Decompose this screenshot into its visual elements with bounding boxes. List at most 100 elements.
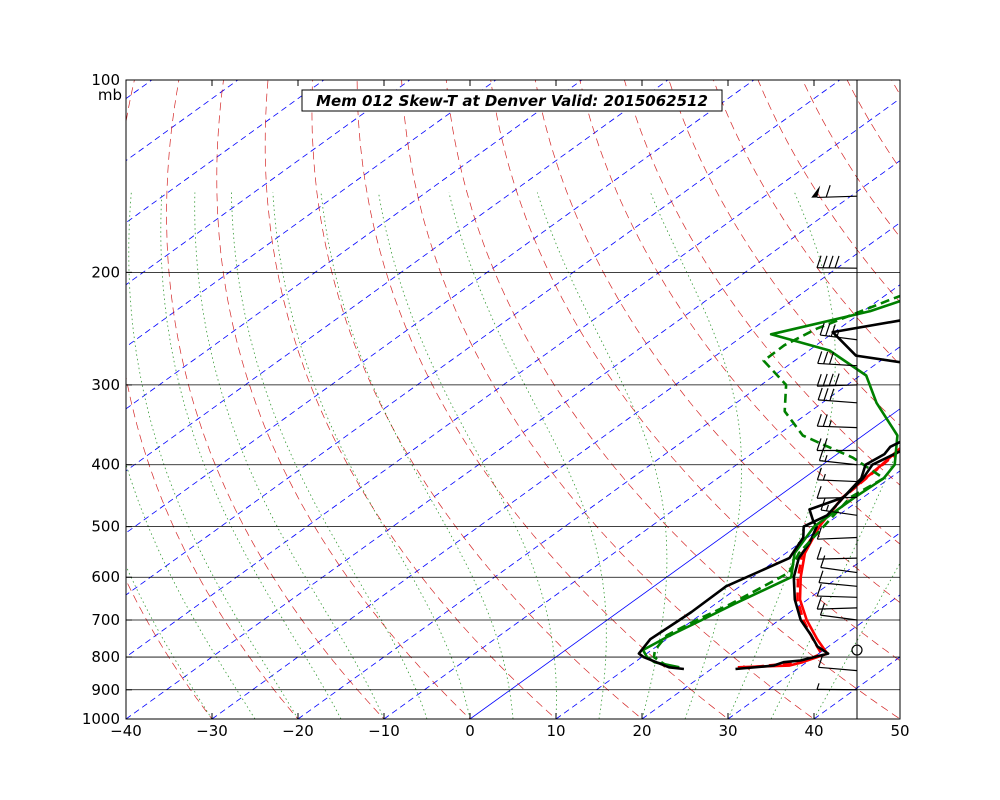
barb-full — [822, 255, 828, 268]
barb-full — [816, 546, 822, 560]
isotherm — [126, 80, 583, 410]
isotherm — [126, 160, 900, 719]
barb-shaft — [818, 582, 858, 587]
dry-adiabat — [264, 80, 557, 719]
x-tick-label: 20 — [632, 722, 651, 740]
barb-flag — [811, 185, 821, 198]
moist-adiabat — [770, 443, 900, 719]
barb-half — [828, 420, 832, 427]
dry-adiabat — [579, 80, 900, 545]
dry-adiabat — [534, 80, 900, 604]
wind-barb — [820, 497, 858, 516]
isotherm — [727, 594, 900, 719]
x-tick-label: 50 — [890, 722, 909, 740]
barb-full — [816, 486, 822, 499]
barb-full — [817, 351, 823, 364]
barb-full — [819, 322, 825, 336]
x-tick-label: 0 — [465, 722, 475, 740]
isotherm — [126, 80, 411, 286]
x-axis: −40 −30 −20 −10 0 10 20 30 40 50 — [110, 80, 910, 740]
dry-adiabat — [166, 80, 385, 719]
barb-shaft — [817, 536, 858, 540]
barb-full — [825, 323, 831, 336]
dry-adiabat — [216, 80, 471, 719]
barb-full — [830, 324, 836, 337]
wind-barb — [818, 448, 858, 466]
isotherm — [126, 98, 900, 658]
moist-adiabat — [536, 192, 668, 719]
barb-full — [817, 655, 824, 668]
moist-adiabat — [126, 462, 256, 719]
barb-full — [817, 387, 823, 401]
chart-title: Mem 012 Skew-T at Denver Valid: 20150625… — [316, 92, 708, 110]
isotherm — [126, 80, 841, 596]
moist-adiabat — [320, 192, 514, 719]
wind-barb — [816, 683, 858, 691]
barb-shaft — [818, 399, 858, 404]
barb-half — [824, 455, 828, 462]
barb-shaft — [818, 666, 858, 672]
barb-full — [820, 497, 826, 511]
title-box — [301, 89, 723, 112]
wind-barb — [819, 602, 858, 621]
x-tick-label: −20 — [282, 722, 314, 740]
y-tick-label: 200 — [91, 263, 120, 281]
barb-full — [828, 373, 834, 386]
plot-frame — [125, 79, 901, 720]
barb-half — [836, 331, 840, 338]
isotherm — [126, 80, 325, 224]
wind-barb — [811, 184, 858, 199]
dry-adiabat — [126, 579, 213, 719]
barb-shaft — [820, 334, 858, 341]
y-axis: 100 200 300 400 500 600 700 800 900 1000 — [82, 71, 132, 728]
barb-full — [816, 527, 822, 540]
profile-line-0 — [737, 446, 900, 669]
wind-barb — [816, 255, 858, 269]
wind-barb — [820, 555, 858, 574]
y-tick-label: 300 — [91, 376, 120, 394]
x-tick-label: −10 — [368, 722, 400, 740]
wind-barb — [816, 438, 857, 452]
moist-adiabat — [272, 192, 471, 719]
dry-adiabat — [445, 80, 900, 719]
barb-full — [819, 602, 826, 616]
isotherm — [555, 470, 900, 719]
isotherm — [297, 284, 900, 719]
barb-shaft — [819, 460, 858, 466]
wind-barbs — [811, 184, 863, 691]
wind-barb — [819, 322, 858, 341]
barb-full — [816, 255, 822, 268]
barb-full — [822, 414, 828, 427]
barb-half — [816, 683, 820, 690]
profiles — [637, 294, 900, 671]
dry-adiabat — [311, 80, 643, 719]
barb-full — [816, 467, 822, 481]
y-tick-label: 500 — [91, 518, 120, 536]
x-tick-label: −30 — [196, 722, 228, 740]
isotherm — [211, 222, 900, 719]
barb-half — [822, 473, 826, 481]
profile-line-3 — [641, 299, 900, 669]
y-tick-label: 700 — [91, 611, 120, 629]
barb-full — [823, 351, 829, 364]
isotherm — [126, 80, 669, 472]
barb-full — [816, 583, 822, 597]
barb-full — [818, 570, 824, 583]
dry-adiabat — [401, 80, 815, 719]
isotherm — [383, 346, 900, 719]
wind-barb — [816, 583, 858, 598]
wind-barb — [816, 467, 858, 483]
y-tick-label: 100 — [91, 71, 120, 89]
moist-adiabat — [128, 192, 299, 719]
barb-full — [816, 414, 822, 427]
barb-full — [825, 184, 831, 198]
y-tick-label: 800 — [91, 648, 120, 666]
wind-barb — [816, 414, 858, 429]
barb-shaft — [820, 614, 858, 621]
barb-shaft — [817, 479, 858, 483]
barb-full — [822, 373, 828, 387]
barb-shaft — [817, 607, 858, 610]
barb-full — [828, 255, 834, 269]
barb-full — [829, 388, 835, 401]
profile-line-4 — [652, 294, 900, 669]
